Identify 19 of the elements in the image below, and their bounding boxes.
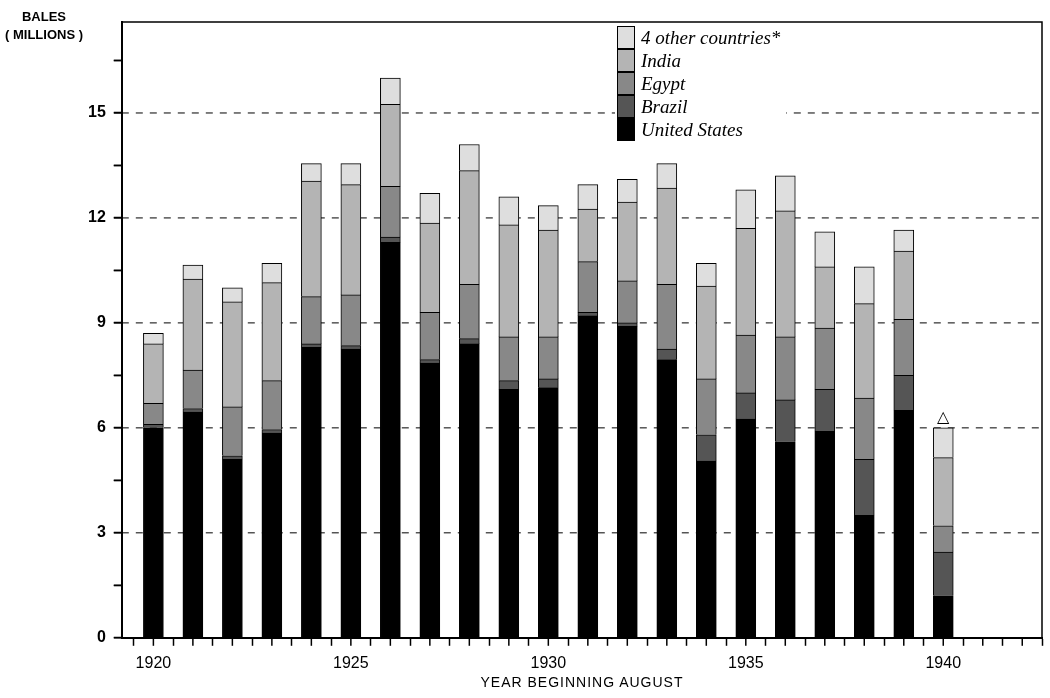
y-tick-label: 3 — [96, 523, 106, 541]
y-tick-label: 0 — [96, 628, 106, 646]
x-tick-label: 1920 — [135, 653, 172, 671]
x-axis-title: YEAR BEGINNING AUGUST — [479, 674, 685, 690]
y-tick-label: 15 — [88, 103, 106, 121]
legend-label: 4 other countries* — [641, 26, 781, 49]
y-tick-label: 6 — [96, 418, 106, 436]
legend-label: United States — [641, 118, 743, 141]
y-tick-label: 12 — [88, 208, 106, 226]
y-axis-title: BALES ( MILLIONS ) — [4, 8, 84, 44]
x-tick-label: 1925 — [333, 653, 369, 671]
legend-label: India — [641, 49, 682, 72]
legend-label: Egypt — [641, 72, 686, 95]
y-tick-label: 9 — [96, 313, 106, 331]
x-tick-label: 1935 — [728, 653, 764, 671]
x-tick-label: 1930 — [530, 653, 567, 671]
legend-label: Brazil — [641, 95, 688, 118]
annotation: △ — [937, 407, 951, 427]
x-tick-label: 1940 — [925, 653, 962, 671]
